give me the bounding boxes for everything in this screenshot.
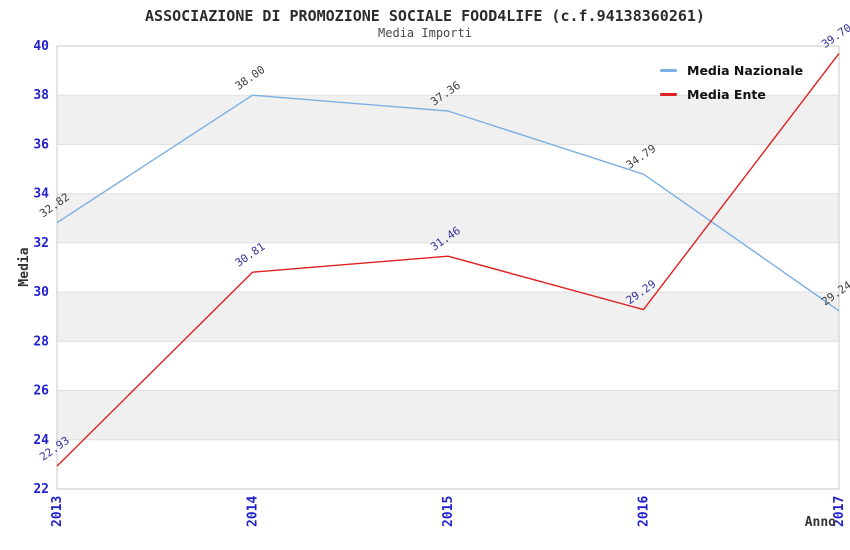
x-tick-label: 2015 <box>441 496 456 527</box>
y-tick-label: 36 <box>33 137 49 152</box>
legend-item-media-ente: Media Ente <box>660 87 803 102</box>
legend-label: Media Ente <box>687 87 766 102</box>
y-tick-label: 22 <box>33 482 49 497</box>
x-tick-label: 2017 <box>832 496 847 527</box>
chart-subtitle: Media Importi <box>378 26 472 40</box>
media-ente-line-swatch-icon <box>660 93 677 96</box>
plot-border <box>56 45 840 490</box>
x-tick-label: 2016 <box>637 496 652 527</box>
x-tick-label: 2014 <box>246 496 261 527</box>
legend-label: Media Nazionale <box>687 63 804 78</box>
media-nazionale-line-swatch-icon <box>660 69 677 72</box>
x-axis-title: Anno <box>805 515 836 530</box>
y-tick-label: 40 <box>33 39 49 54</box>
y-tick-label: 26 <box>33 384 49 399</box>
data-point-label: 30.81 <box>233 240 268 270</box>
data-point-label: 38.00 <box>233 63 268 93</box>
y-tick-label: 34 <box>33 187 49 202</box>
y-tick-label: 24 <box>33 433 49 448</box>
plot-band <box>57 390 839 440</box>
plot-band <box>57 95 839 145</box>
y-tick-label: 28 <box>33 334 49 349</box>
x-tick-label: 2013 <box>50 496 65 527</box>
data-point-label: 34.79 <box>624 142 659 172</box>
plot-band <box>57 292 839 342</box>
y-axis-title: Media <box>17 247 32 286</box>
series-line <box>56 94 840 312</box>
y-tick-label: 38 <box>33 88 49 103</box>
chart-title: ASSOCIAZIONE DI PROMOZIONE SOCIALE FOOD4… <box>145 7 705 25</box>
legend-item-media-nazionale: Media Nazionale <box>660 63 803 78</box>
y-tick-label: 32 <box>33 236 49 251</box>
y-tick-label: 30 <box>33 285 49 300</box>
chart-legend: Media Nazionale Media Ente <box>660 63 803 102</box>
series-line <box>56 52 840 467</box>
plot-band <box>57 193 839 243</box>
